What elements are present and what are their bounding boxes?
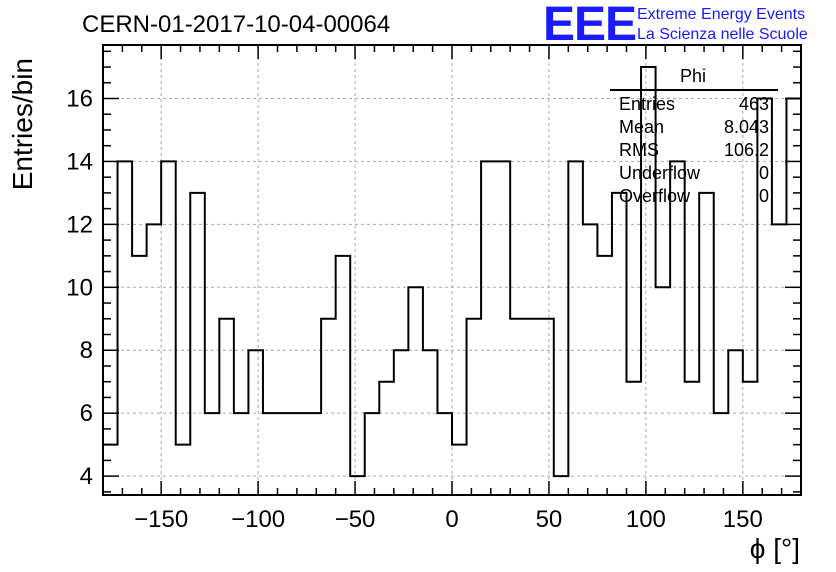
y-tick-label: 8 (80, 337, 93, 364)
x-axis-label: ϕ [°] (750, 533, 800, 564)
y-tick-label: 6 (80, 400, 93, 427)
plot-frame (102, 44, 802, 496)
tick-label-layer: −150 −100 −50 0 50 100 150 4 6 8 10 12 14 16 (66, 85, 763, 533)
logo-mark: EEE (543, 0, 636, 51)
run-title: CERN-01-2017-10-04-00064 (82, 11, 390, 38)
y-axis-label: Entries/bin (7, 58, 38, 190)
stats-value: 8.043 (724, 117, 769, 137)
x-tick-label: −50 (335, 506, 376, 533)
x-tick-label: −150 (134, 506, 188, 533)
y-tick-label: 12 (66, 211, 93, 238)
logo-line-2: La Scienza nelle Scuole (637, 26, 808, 43)
stats-label: Underflow (619, 163, 701, 183)
stats-label: RMS (619, 140, 659, 160)
eee-logo: EEE Extreme Energy Events La Scienza nel… (543, 0, 808, 51)
stats-value: 106.2 (724, 140, 769, 160)
stats-value: 0 (759, 163, 769, 183)
stats-box: Phi Entries 463 Mean 8.043 RMS 106.2 Und… (610, 66, 778, 206)
stats-label: Overflow (619, 186, 691, 206)
histogram-outline (102, 66, 802, 495)
x-tick-label: 50 (536, 506, 563, 533)
stats-value: 0 (759, 186, 769, 206)
stats-label: Entries (619, 94, 675, 114)
stats-label: Mean (619, 117, 664, 137)
logo-line-1: Extreme Energy Events (637, 6, 805, 23)
x-tick-label: 100 (626, 506, 666, 533)
stats-title: Phi (680, 66, 706, 86)
y-tick-label: 16 (66, 85, 93, 112)
stats-value: 463 (739, 94, 769, 114)
y-tick-label: 14 (66, 148, 93, 175)
y-tick-label: 10 (66, 274, 93, 301)
x-tick-label: 150 (723, 506, 763, 533)
y-tick-label: 4 (80, 463, 93, 490)
x-tick-label: 0 (445, 506, 458, 533)
x-tick-label: −100 (231, 506, 285, 533)
